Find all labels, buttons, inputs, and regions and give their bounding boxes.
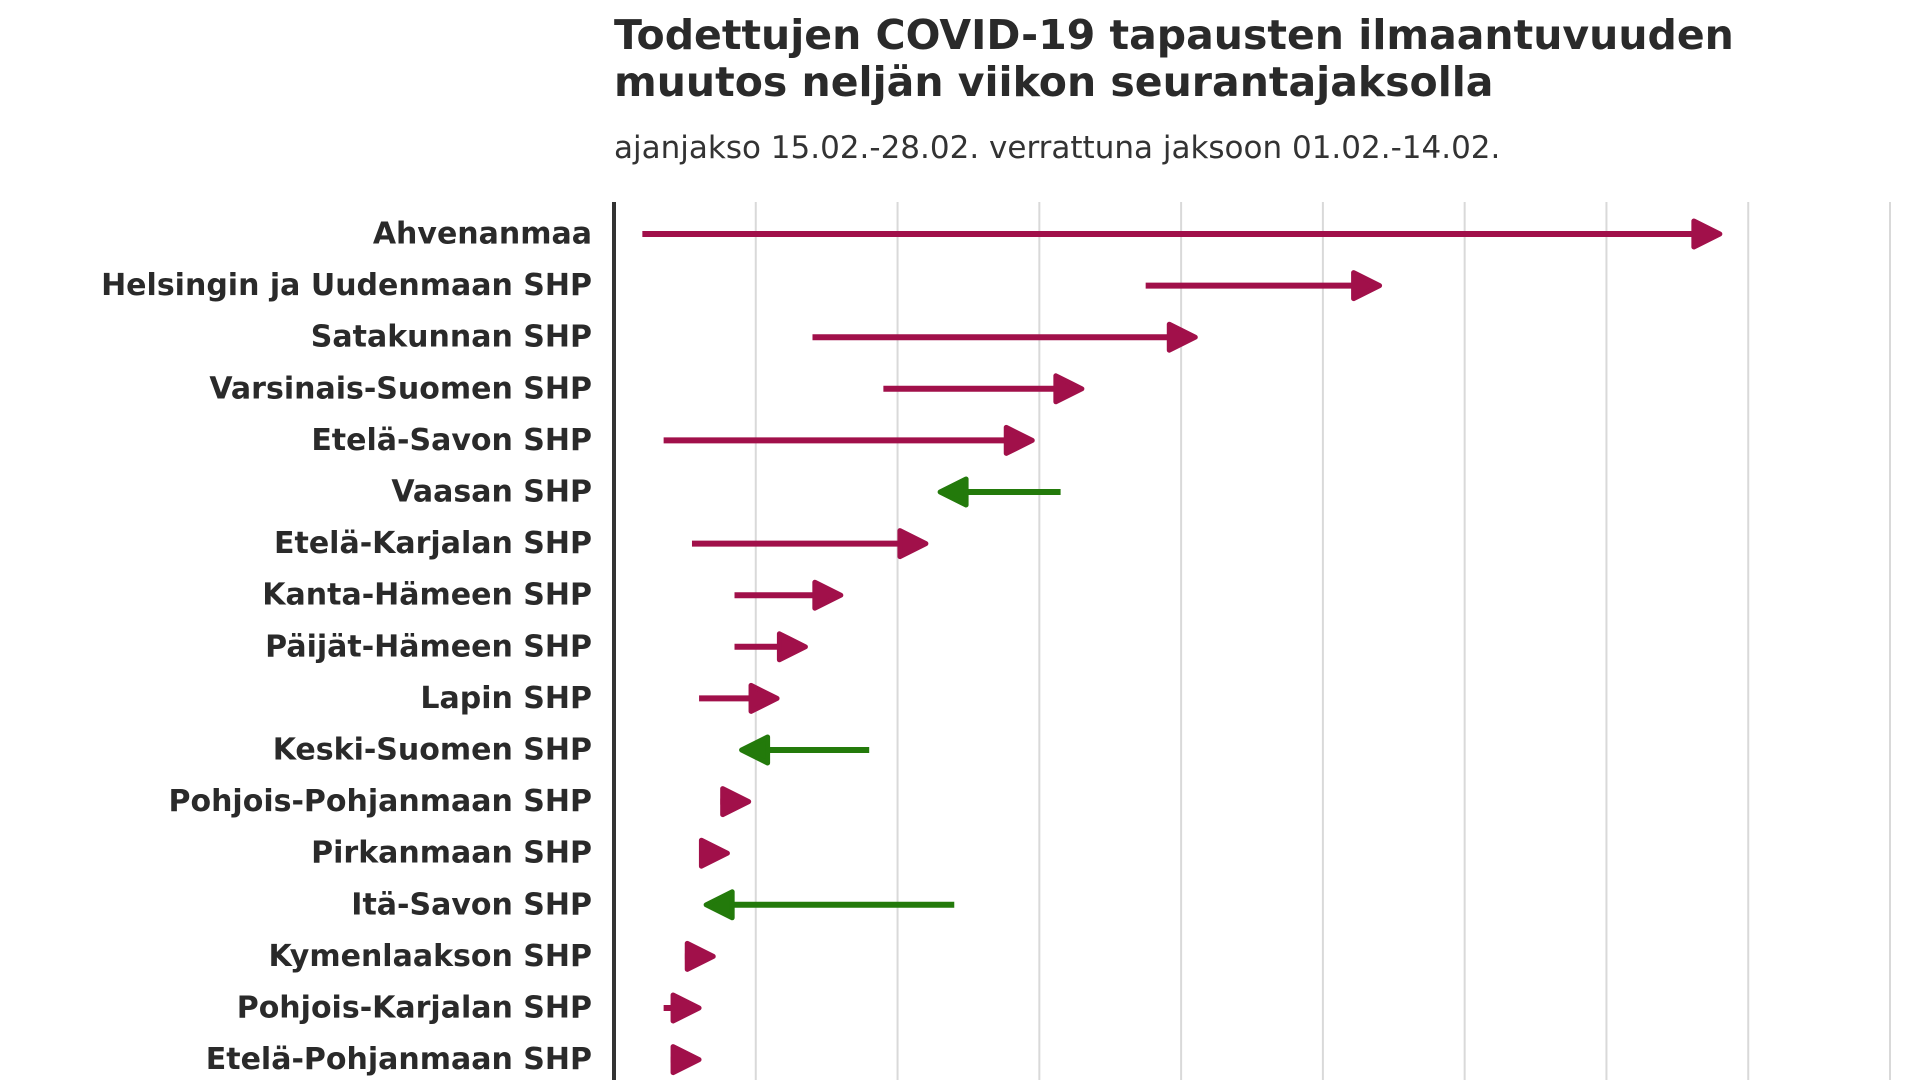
arrow-head bbox=[776, 631, 808, 663]
row-label: Päijät-Hämeen SHP bbox=[265, 629, 592, 664]
arrow-head bbox=[703, 889, 735, 921]
chart-subtitle: ajanjakso 15.02.-28.02. verrattuna jakso… bbox=[614, 130, 1501, 166]
row-label: Pohjois-Karjalan SHP bbox=[237, 991, 592, 1026]
row-label: Vaasan SHP bbox=[391, 475, 592, 510]
arrow-head bbox=[748, 682, 780, 714]
row-label: Kanta-Hämeen SHP bbox=[262, 578, 592, 613]
arrow-head bbox=[684, 940, 716, 972]
arrow-head bbox=[1003, 424, 1035, 456]
row-labels: Ahvenanmaa Helsingin ja Uudenmaan SHP Sata… bbox=[101, 217, 592, 1078]
arrow-head bbox=[1351, 270, 1383, 302]
row-label: Helsingin ja Uudenmaan SHP bbox=[101, 268, 592, 303]
row-label: Varsinais-Suomen SHP bbox=[209, 371, 592, 406]
arrow-head bbox=[897, 528, 929, 560]
row-label: Pohjois-Pohjanmaan SHP bbox=[168, 784, 592, 819]
arrow-decrease bbox=[703, 889, 955, 921]
arrow-increase bbox=[663, 424, 1035, 456]
row-label: Etelä-Savon SHP bbox=[311, 423, 592, 458]
arrow-increase bbox=[812, 321, 1198, 353]
chart-title: Todettujen COVID-19 tapausten ilmaantuvu… bbox=[614, 11, 1734, 106]
row-label: Etelä-Karjalan SHP bbox=[274, 526, 592, 561]
arrow-decrease bbox=[937, 476, 1061, 508]
arrow-head bbox=[698, 837, 730, 869]
row-label: Keski-Suomen SHP bbox=[273, 733, 592, 768]
arrow-head bbox=[670, 1044, 702, 1076]
row-label: Lapin SHP bbox=[420, 681, 592, 716]
arrow-head bbox=[1691, 218, 1723, 250]
arrow-increase bbox=[670, 1044, 702, 1076]
arrow-increase bbox=[663, 992, 702, 1024]
arrow-head bbox=[1053, 373, 1085, 405]
arrow-increase bbox=[642, 218, 1723, 250]
arrow-head bbox=[720, 786, 752, 818]
arrow-increase bbox=[720, 786, 752, 818]
arrow-decrease bbox=[739, 734, 870, 766]
arrow-increase bbox=[1145, 270, 1383, 302]
arrow-increase bbox=[684, 940, 716, 972]
arrow-increase bbox=[698, 837, 730, 869]
arrow-head bbox=[739, 734, 771, 766]
arrow-increase bbox=[699, 682, 780, 714]
arrow-increase bbox=[691, 528, 929, 560]
arrow-head bbox=[937, 476, 969, 508]
arrow-head bbox=[812, 579, 844, 611]
arrow-increase bbox=[734, 631, 808, 663]
row-label: Etelä-Pohjanmaan SHP bbox=[206, 1042, 592, 1077]
row-label: Itä-Savon SHP bbox=[351, 887, 592, 922]
arrows-layer bbox=[642, 218, 1723, 1076]
row-label: Pirkanmaan SHP bbox=[311, 836, 592, 871]
row-label: Ahvenanmaa bbox=[373, 217, 592, 252]
arrow-increase bbox=[734, 579, 844, 611]
arrow-head bbox=[670, 992, 702, 1024]
grid-layer bbox=[754, 202, 1891, 1080]
row-label: Kymenlaakson SHP bbox=[268, 939, 592, 974]
row-label: Satakunnan SHP bbox=[311, 320, 592, 355]
arrow-head bbox=[1166, 321, 1198, 353]
arrow-increase bbox=[883, 373, 1085, 405]
